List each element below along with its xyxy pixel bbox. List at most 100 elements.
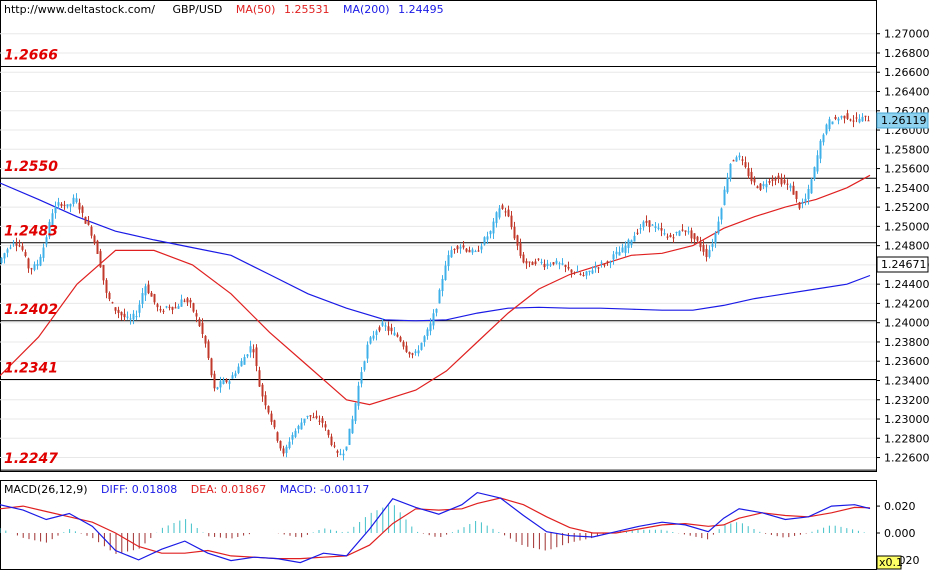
candle-body	[285, 446, 288, 454]
candle-body	[177, 306, 180, 309]
candle-body	[372, 335, 375, 339]
candle-body	[96, 240, 99, 254]
candle-body	[66, 204, 69, 207]
candle-body	[345, 446, 348, 451]
candle-body	[579, 273, 582, 275]
ma50-line	[0, 174, 871, 406]
candle-body	[234, 373, 237, 377]
candle-body	[267, 406, 270, 413]
candle-body	[729, 163, 732, 179]
macd-header: MACD(26,12,9) DIFF: 0.01808 DEA: 0.01867…	[4, 483, 369, 496]
candle-body	[366, 344, 369, 359]
candle-body	[762, 184, 765, 187]
candle-body	[393, 332, 396, 336]
candle-body	[279, 440, 282, 449]
candle-body	[603, 264, 606, 266]
candle-body	[837, 118, 840, 121]
candle-body	[408, 352, 411, 355]
candle-body	[588, 270, 591, 273]
candle-body	[432, 313, 435, 326]
ma200-line	[0, 182, 871, 322]
candle-body	[651, 224, 654, 226]
candle-body	[75, 198, 78, 203]
candle-body	[195, 313, 198, 317]
candle-body	[300, 422, 303, 430]
macd-tick-label: 0.000	[884, 527, 916, 540]
candle-body	[381, 322, 384, 326]
candle-body	[513, 226, 516, 239]
price-tick-label: 1.26800	[884, 47, 930, 60]
candle-body	[159, 309, 162, 311]
candle-body	[705, 248, 708, 258]
candle-body	[135, 316, 138, 318]
macd-value-label: MACD:	[280, 483, 317, 496]
candle-body	[540, 261, 543, 263]
candle-body	[465, 248, 468, 252]
candle-body	[129, 318, 132, 320]
candle-body	[87, 220, 90, 225]
candle-body	[759, 183, 762, 190]
candle-body	[156, 304, 159, 308]
candle-body	[204, 335, 207, 344]
candle-body	[165, 306, 168, 308]
candle-body	[387, 326, 390, 331]
candle-body	[738, 155, 741, 158]
candle-body	[681, 229, 684, 231]
level-label: 1.2341	[4, 361, 58, 377]
candle-body	[192, 303, 195, 312]
candle-body	[567, 266, 570, 269]
candle-body	[291, 434, 294, 440]
candle-body	[795, 191, 798, 199]
candle-body	[765, 183, 768, 188]
candle-body	[309, 415, 312, 417]
price-tick-label: 1.25400	[884, 182, 930, 195]
candle-body	[15, 243, 18, 246]
candle-body	[675, 231, 678, 233]
candle-body	[768, 181, 771, 183]
macd-tick-label: 0.020	[884, 500, 916, 513]
candle-body	[642, 221, 645, 228]
site-url: http://www.deltastock.com/ GBP/USD MA(50…	[4, 3, 444, 16]
candle-body	[30, 268, 33, 270]
candle-body	[798, 202, 801, 209]
ma200-marker-text: 1.24671	[881, 258, 927, 271]
candle-body	[216, 387, 219, 390]
candle-body	[42, 247, 45, 258]
candle-body	[321, 418, 324, 423]
candle-body	[489, 231, 492, 235]
level-label: 1.2483	[4, 224, 58, 240]
candle-body	[39, 256, 42, 266]
candle-body	[123, 313, 126, 318]
candle-body	[561, 263, 564, 265]
candle-body	[684, 230, 687, 232]
candle-body	[111, 302, 114, 304]
moving-averages	[0, 174, 871, 406]
candle-body	[570, 269, 573, 273]
candle-body	[198, 319, 201, 327]
candle-body	[525, 261, 528, 264]
candle-body	[528, 261, 531, 263]
level-label: 1.2247	[4, 451, 58, 467]
candle-body	[498, 208, 501, 218]
candle-body	[18, 245, 21, 247]
candle-body	[624, 245, 627, 253]
candle-body	[474, 251, 477, 253]
level-label: 1.2402	[4, 302, 58, 318]
candle-body	[246, 354, 249, 357]
ma200-price-marker: 1.24671	[876, 256, 929, 273]
candle-body	[663, 233, 666, 235]
candle-body	[114, 307, 117, 311]
candle-body	[222, 379, 225, 384]
candle-body	[741, 159, 744, 161]
candle-body	[495, 212, 498, 224]
candle-body	[456, 246, 459, 250]
candle-body	[171, 306, 174, 310]
candle-body	[390, 327, 393, 332]
price-tick-label: 1.22600	[884, 452, 930, 465]
candle-body	[57, 202, 60, 206]
price-tick-label: 1.23400	[884, 374, 930, 387]
candle-body	[84, 216, 87, 224]
candle-body	[453, 249, 456, 251]
candle-body	[786, 183, 789, 185]
